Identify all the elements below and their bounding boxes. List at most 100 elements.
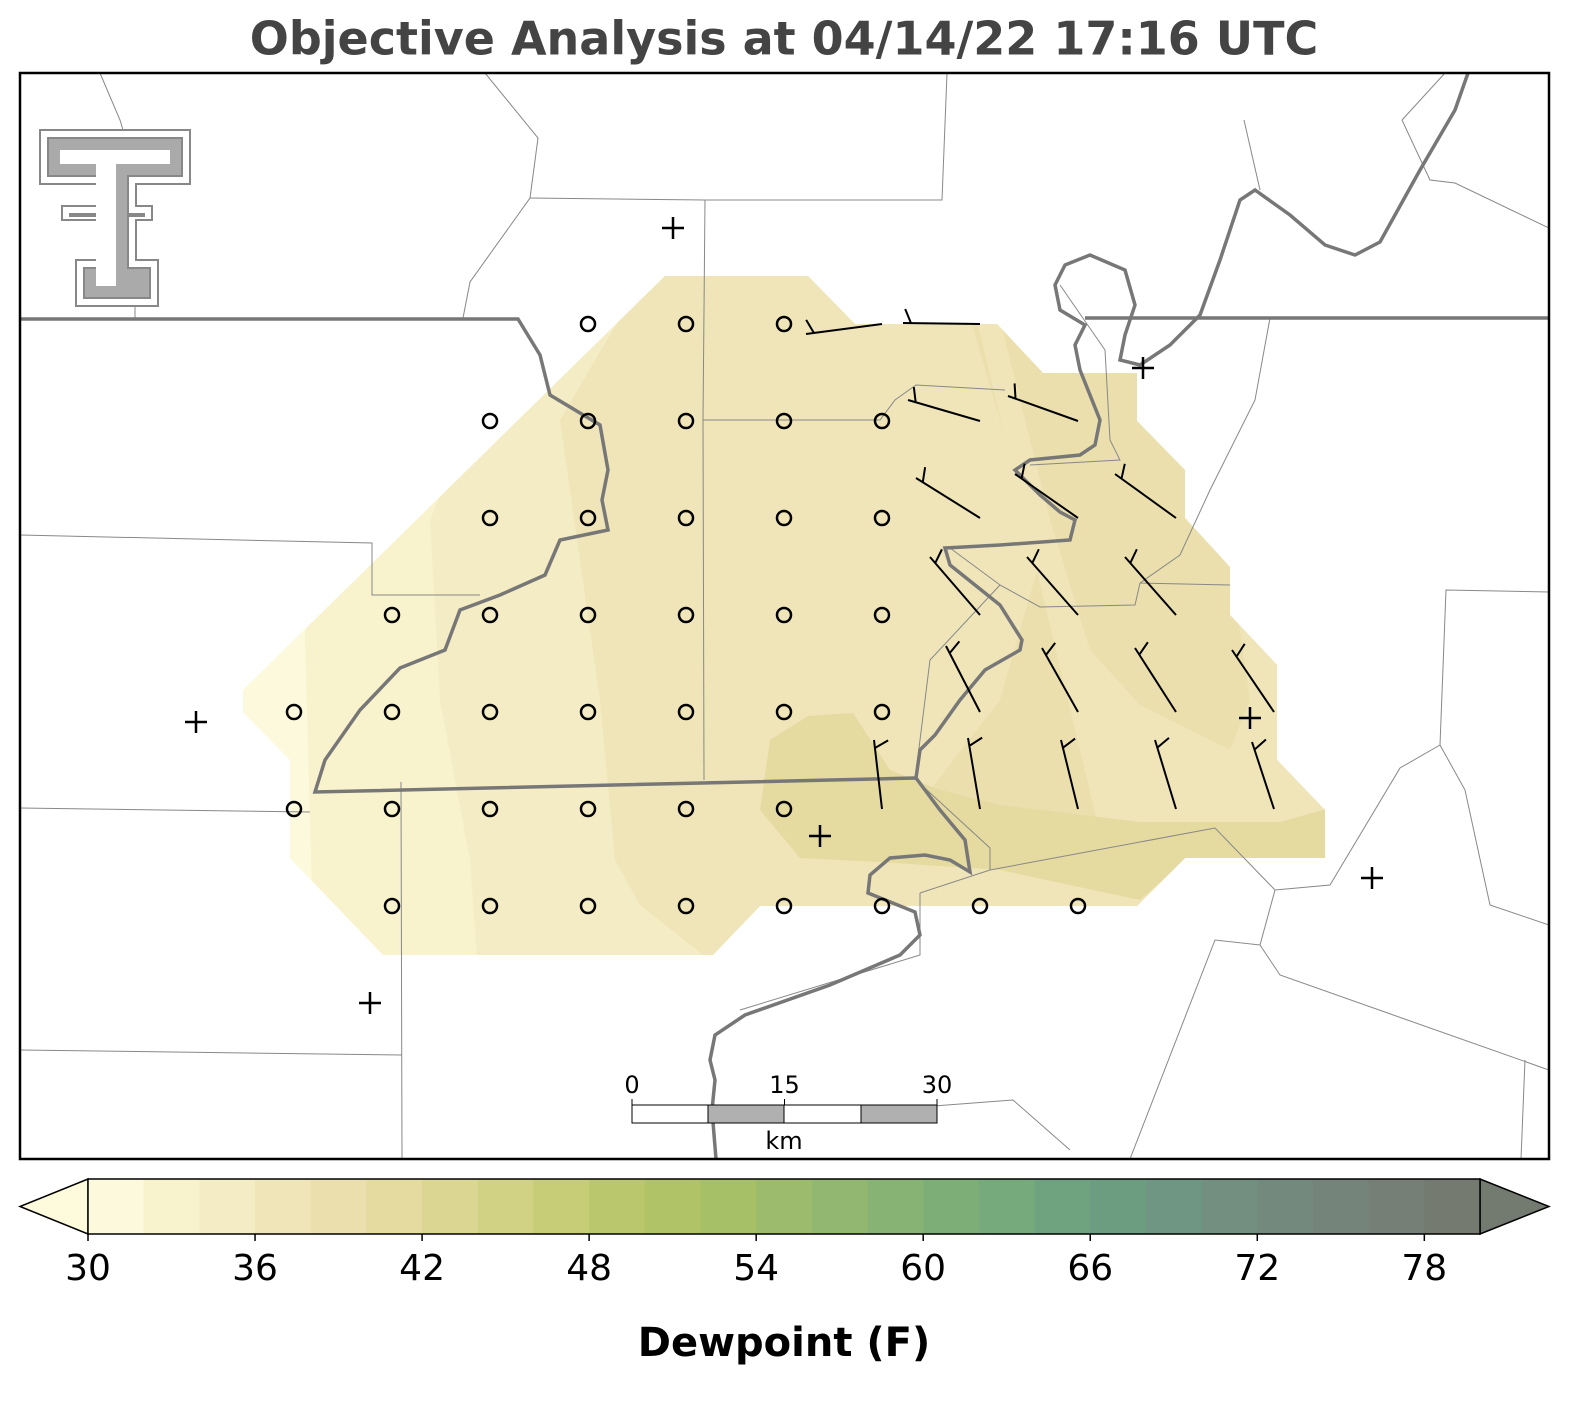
colorbar-bin	[366, 1179, 423, 1234]
colorbar-bin	[1201, 1179, 1258, 1234]
county-border	[20, 534, 480, 596]
calm-station	[677, 315, 695, 333]
wind-barb	[1114, 463, 1177, 519]
county-border	[462, 73, 539, 319]
colorbar-bin	[143, 1179, 200, 1234]
scale-segment	[860, 1104, 938, 1124]
colorbar-tick-label: 60	[900, 1248, 946, 1289]
colorbar: 30 36 42 48 54 60 66 72 78	[17, 1177, 1552, 1289]
colorbar-tick-label: 66	[1067, 1248, 1113, 1289]
colorbar-bin	[477, 1179, 534, 1234]
county-border	[1259, 944, 1549, 1071]
calm-station	[383, 703, 401, 721]
calm-station	[481, 897, 499, 915]
wind-barb	[907, 386, 981, 422]
missing-station	[359, 992, 381, 1014]
calm-station	[579, 897, 597, 915]
wind-barb	[1014, 463, 1079, 519]
scale-label: 0	[624, 1071, 639, 1099]
county-border	[703, 384, 1006, 421]
county-border	[1401, 73, 1446, 121]
calm-station	[873, 703, 891, 721]
county-border	[1139, 317, 1271, 584]
calm-station	[873, 897, 891, 915]
field-band	[243, 276, 320, 955]
calm-station	[775, 509, 793, 527]
wind-barb	[805, 319, 883, 335]
calm-station	[579, 509, 597, 527]
logo-inner	[60, 150, 170, 286]
calm-station	[481, 412, 499, 430]
dewpoint-field	[243, 276, 1325, 955]
colorbar-label: Dewpoint (F)	[638, 1320, 931, 1366]
colorbar-under	[17, 1177, 89, 1236]
calm-station	[481, 509, 499, 527]
colorbar-tick-label: 30	[65, 1248, 111, 1289]
calm-station	[383, 897, 401, 915]
county-border	[1029, 284, 1121, 466]
wind-barb	[902, 308, 981, 325]
calm-station	[677, 897, 695, 915]
calm-station	[677, 412, 695, 430]
calm-station	[383, 606, 401, 624]
wind-barb	[1154, 737, 1177, 810]
map: km 0 15 30	[20, 73, 1549, 1159]
colorbar-outline	[87, 1178, 1481, 1235]
state-border	[20, 317, 917, 794]
colorbar-bin	[422, 1179, 479, 1234]
colorbar-bin	[310, 1179, 367, 1234]
calm-station	[1069, 897, 1087, 915]
calm-station	[873, 606, 891, 624]
scale-label: 30	[922, 1071, 953, 1099]
colorbar-bin	[1090, 1179, 1147, 1234]
calm-station	[775, 897, 793, 915]
colorbar-bin	[978, 1179, 1036, 1234]
calm-station	[677, 606, 695, 624]
wind-barb	[1060, 737, 1079, 810]
wind-barb	[1007, 383, 1079, 422]
county-border	[20, 807, 311, 813]
state-border	[708, 776, 973, 1159]
calm-station	[775, 703, 793, 721]
missing-station	[809, 825, 831, 847]
missing-station	[1361, 867, 1383, 889]
colorbar-bin	[1312, 1179, 1370, 1234]
colorbar-tick-label: 54	[733, 1248, 779, 1289]
calm-station	[677, 703, 695, 721]
colorbar-bin	[1368, 1179, 1425, 1234]
county-border	[702, 419, 705, 781]
colorbar-bin	[756, 1179, 813, 1234]
wind-barb	[1231, 643, 1275, 713]
field-band	[560, 276, 1325, 955]
colorbar-bin	[589, 1179, 646, 1234]
colorbar-bin	[533, 1179, 590, 1234]
colorbar-bin	[1257, 1179, 1314, 1234]
missing-station	[1239, 707, 1261, 729]
calm-station	[579, 315, 597, 333]
calm-station	[873, 509, 891, 527]
scale-segment	[783, 1104, 862, 1124]
colorbar-tick-label: 48	[566, 1248, 612, 1289]
calm-station	[775, 412, 793, 430]
field-band	[960, 276, 1325, 955]
wind-barb	[929, 548, 981, 616]
scale-bar: km	[631, 1104, 938, 1155]
scale-segment	[631, 1104, 709, 1124]
field-band	[760, 713, 1325, 900]
colorbar-tick-label: 72	[1234, 1248, 1280, 1289]
colorbar-bin	[1424, 1179, 1481, 1234]
county-border	[705, 73, 948, 201]
colorbar-over	[1479, 1177, 1552, 1236]
county-border	[1243, 119, 1261, 191]
wind-barb	[1251, 738, 1275, 810]
colorbar-bin	[923, 1179, 980, 1234]
missing-station	[662, 217, 684, 239]
colorbar-tick-label: 42	[399, 1248, 445, 1289]
colorbar-bin	[700, 1179, 757, 1234]
colorbar-bin	[88, 1179, 145, 1234]
wind-barb	[873, 739, 889, 810]
wind-barb	[945, 640, 981, 713]
county-border	[400, 781, 403, 1159]
county-border	[20, 1049, 403, 1056]
